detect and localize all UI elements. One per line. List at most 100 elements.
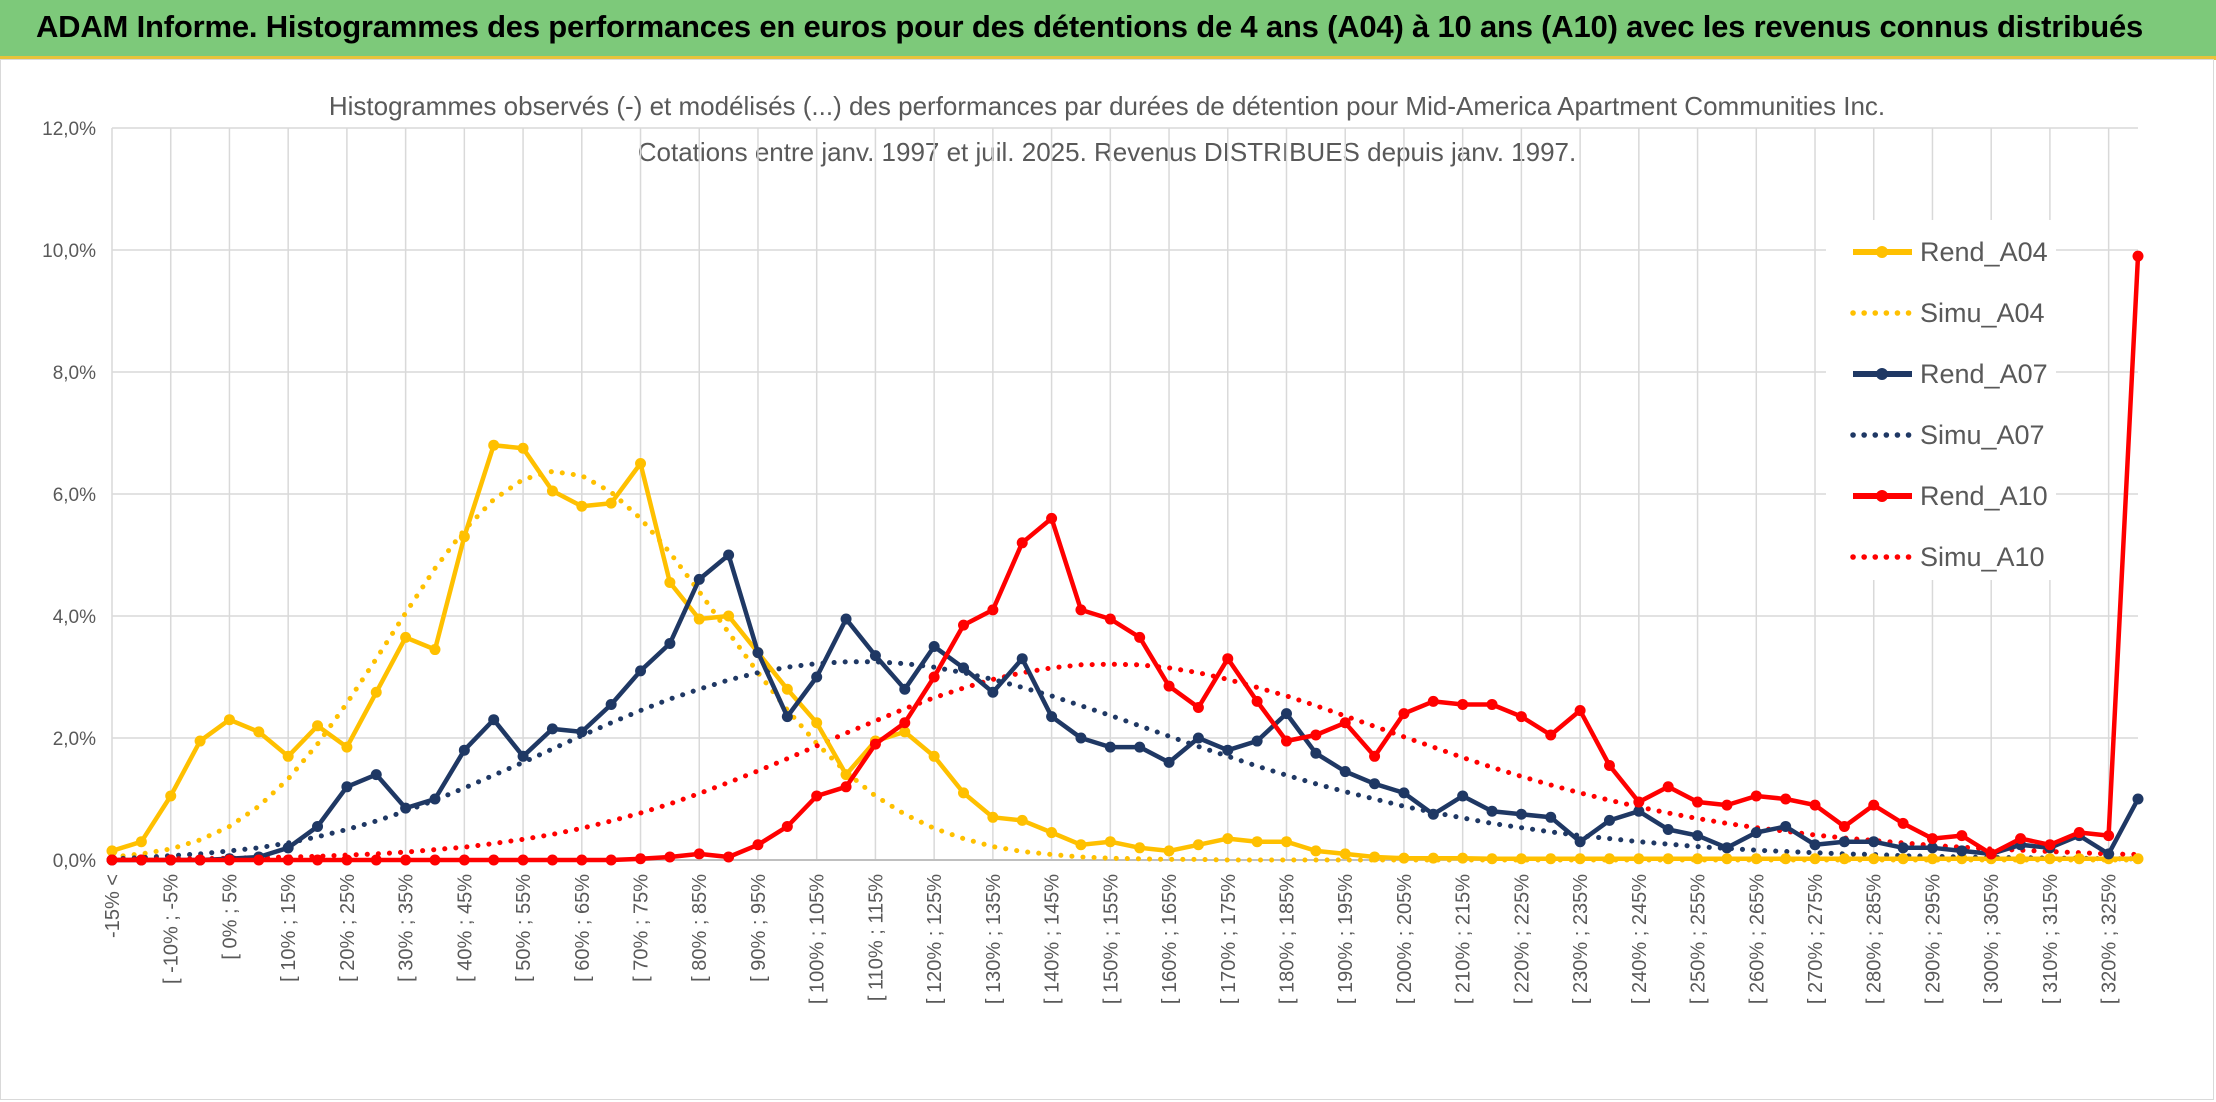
data-point-rend_a07 — [1545, 811, 1557, 823]
data-point-rend_a10 — [576, 854, 588, 866]
x-tick-label: [ 190% ; 195% — [1335, 874, 1357, 1004]
data-point-rend_a07 — [1926, 842, 1938, 854]
data-point-rend_a10 — [1897, 817, 1909, 829]
x-tick-label: [ 20% ; 25% — [337, 874, 359, 982]
data-point-rend_a07 — [869, 650, 881, 662]
x-tick-label: [ 150% ; 155% — [1100, 874, 1122, 1004]
data-point-rend_a04 — [781, 683, 793, 695]
data-point-rend_a04 — [928, 750, 940, 762]
data-point-rend_a10 — [223, 854, 235, 866]
data-point-rend_a04 — [2073, 853, 2085, 865]
data-point-rend_a04 — [1310, 845, 1322, 857]
y-tick-label: 8,0% — [53, 363, 96, 384]
data-point-rend_a07 — [987, 686, 999, 698]
data-point-rend_a07 — [1780, 820, 1792, 832]
x-tick-label: [ 320% ; 325% — [2099, 874, 2121, 1004]
data-point-rend_a07 — [1897, 842, 1909, 854]
data-point-rend_a04 — [1956, 853, 1968, 865]
x-tick-label: [ 30% ; 35% — [396, 874, 418, 982]
legend-label: Rend_A04 — [1920, 237, 2048, 267]
data-point-rend_a10 — [2073, 827, 2085, 839]
data-point-rend_a04 — [899, 726, 911, 738]
series-line-rend_a10 — [112, 255, 2141, 863]
data-point-rend_a10 — [312, 854, 324, 866]
data-point-rend_a07 — [1750, 827, 1762, 839]
data-point-rend_a04 — [458, 531, 470, 543]
legend-marker — [1876, 490, 1888, 502]
data-point-rend_a07 — [1868, 836, 1880, 848]
legend-box — [1826, 220, 2056, 580]
data-point-rend_a10 — [1339, 717, 1351, 729]
x-tick-label: [ 220% ; 225% — [1511, 874, 1533, 1004]
data-point-rend_a04 — [429, 644, 441, 656]
data-point-rend_a10 — [370, 854, 382, 866]
data-point-rend_a04 — [664, 576, 676, 588]
data-point-rend_a04 — [1369, 851, 1381, 863]
y-tick-label: 6,0% — [53, 485, 96, 506]
series-line-rend_a04 — [111, 442, 2138, 862]
data-point-rend_a04 — [1603, 853, 1615, 865]
data-point-rend_a07 — [1662, 824, 1674, 835]
data-point-rend_a10 — [811, 790, 823, 802]
data-point-rend_a07 — [1603, 814, 1615, 826]
legend: Rend_A04 Simu_A04 Rend_A07 Simu_A07 Rend_A10… — [1826, 220, 2056, 580]
y-tick-label: 10,0% — [42, 241, 96, 262]
data-point-rend_a07 — [2103, 848, 2115, 860]
x-tick-label: [ 130% ; 135% — [983, 874, 1005, 1004]
data-point-rend_a04 — [635, 458, 647, 469]
data-point-rend_a04 — [1251, 836, 1263, 848]
data-point-rend_a07 — [1310, 747, 1322, 759]
x-tick-label: [ 90% ; 95% — [748, 874, 770, 982]
data-point-rend_a07 — [752, 647, 764, 659]
data-point-rend_a04 — [1280, 836, 1292, 848]
x-tick-label: [ 300% ; 305% — [1981, 874, 2003, 1004]
data-point-rend_a10 — [1515, 711, 1527, 723]
data-point-rend_a10 — [488, 854, 500, 866]
data-point-rend_a10 — [1427, 695, 1439, 707]
data-point-rend_a10 — [958, 619, 970, 631]
chart-subtitle: Cotations entre janv. 1997 et juil. 2025… — [638, 137, 1576, 167]
data-point-rend_a04 — [1780, 853, 1792, 865]
data-point-rend_a04 — [488, 439, 500, 451]
data-point-rend_a10 — [458, 854, 470, 866]
data-point-rend_a10 — [1398, 708, 1410, 720]
data-point-rend_a04 — [1192, 839, 1204, 851]
y-tick-label: 12,0% — [42, 119, 96, 140]
data-point-rend_a07 — [723, 549, 735, 561]
x-tick-label: [ 250% ; 255% — [1688, 874, 1710, 1004]
data-point-rend_a04 — [1046, 827, 1058, 839]
data-point-rend_a04 — [2132, 853, 2144, 865]
report-title: ADAM Informe. Histogrammes des performan… — [36, 9, 2144, 44]
data-point-rend_a04 — [1574, 853, 1586, 865]
data-point-rend_a07 — [958, 662, 970, 674]
data-point-rend_a07 — [2132, 793, 2144, 805]
data-point-rend_a07 — [811, 671, 823, 683]
data-point-rend_a10 — [869, 738, 881, 750]
x-tick-label: [ 230% ; 235% — [1570, 874, 1592, 1004]
data-point-rend_a07 — [546, 723, 558, 735]
legend-label: Simu_A04 — [1920, 298, 2045, 328]
data-point-rend_a07 — [605, 698, 617, 710]
data-point-rend_a10 — [1926, 833, 1938, 845]
data-point-rend_a04 — [1486, 853, 1498, 865]
data-point-rend_a10 — [1750, 790, 1762, 802]
data-point-rend_a10 — [517, 854, 529, 866]
data-point-rend_a07 — [282, 842, 294, 854]
data-point-rend_a07 — [1838, 836, 1850, 848]
legend-label: Rend_A07 — [1920, 359, 2048, 389]
x-tick-label: [ 240% ; 245% — [1629, 874, 1651, 1004]
legend-label: Rend_A10 — [1920, 481, 2048, 511]
data-point-rend_a10 — [1369, 750, 1381, 762]
data-point-rend_a10 — [1251, 695, 1263, 707]
data-point-rend_a07 — [840, 613, 852, 625]
x-tick-label: [ 280% ; 285% — [1864, 874, 1886, 1004]
x-tick-label: [ 0% ; 5% — [219, 874, 241, 960]
data-point-rend_a10 — [605, 854, 617, 866]
data-point-rend_a04 — [2015, 853, 2027, 865]
data-point-rend_a04 — [135, 836, 147, 848]
data-point-rend_a04 — [1633, 853, 1645, 865]
series-lines — [106, 250, 2144, 866]
data-point-rend_a04 — [1163, 845, 1175, 857]
data-point-rend_a07 — [1515, 808, 1527, 820]
